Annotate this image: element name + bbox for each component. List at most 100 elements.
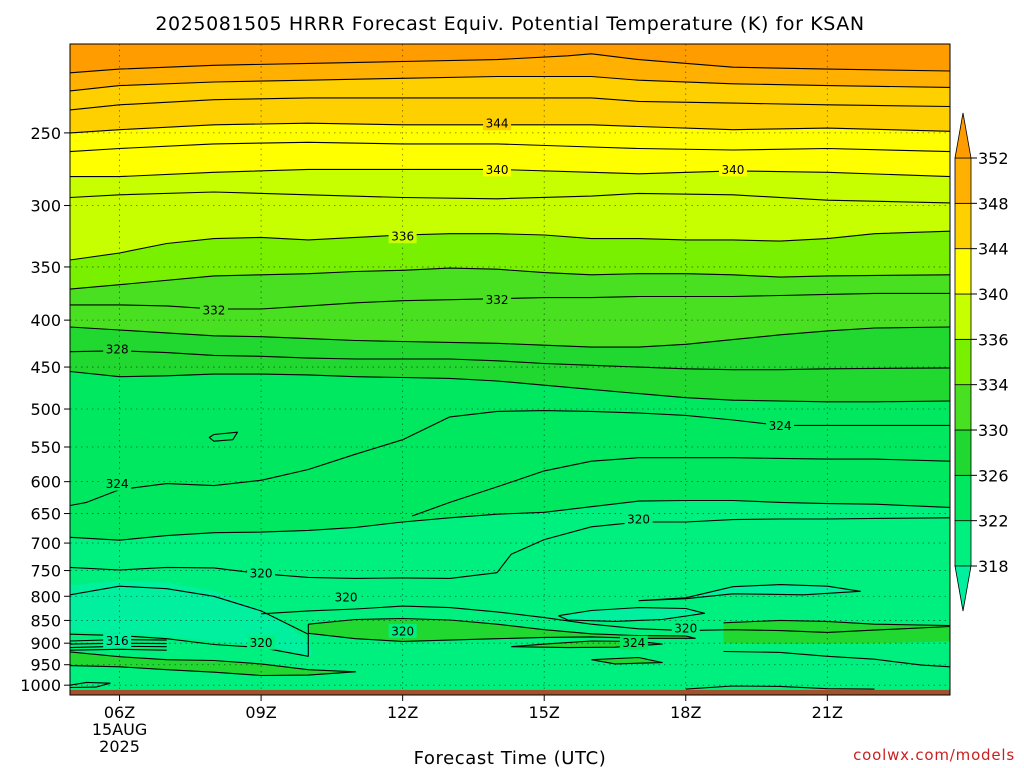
contour-322-29: [685, 685, 875, 690]
contour-label-text: 340: [721, 163, 744, 177]
contour-label-text: 344: [486, 117, 509, 131]
contour-label-1: 340: [483, 162, 512, 177]
y-tick-label: 600: [30, 473, 61, 492]
contour-320-25: [723, 619, 950, 627]
contour-320-21: [261, 605, 950, 633]
y-tick-label: 950: [30, 656, 61, 675]
contour-label-2: 340: [718, 162, 747, 177]
contour-324-23: [511, 640, 663, 649]
contour-label-bg: [671, 620, 700, 635]
contour-label-bg: [388, 229, 417, 244]
contour-322-22: [307, 617, 696, 642]
contour-label-bg: [388, 624, 417, 639]
contour-320-17: [638, 584, 861, 602]
colorbar: 318 322 326 330 334 336 340 344 348 352: [954, 112, 1009, 612]
contour-322-28: [70, 681, 111, 689]
contour-330-10: [70, 326, 950, 348]
contour-label-10: 320: [247, 566, 276, 581]
contour-label-text: 336: [391, 230, 414, 244]
fill-region-1: [638, 584, 861, 601]
contour-label-12: 320: [388, 624, 417, 639]
contour-label-16: 324: [619, 635, 648, 650]
contour-label-bg: [103, 476, 132, 491]
contour-342-4: [70, 141, 950, 153]
colorbar-label: 318: [978, 557, 1009, 576]
contour-label-text: 324: [622, 636, 645, 650]
colorbar-label: 330: [978, 421, 1009, 440]
contour-label-text: 332: [486, 293, 509, 307]
x-tick-sublabel: 15AUG: [92, 720, 147, 739]
colorbar-label: 334: [978, 376, 1009, 395]
y-tick-label: 250: [30, 124, 61, 143]
contour-label-text: 320: [335, 590, 358, 604]
contour-328-11: [70, 350, 950, 371]
y-tick-label: 400: [30, 311, 61, 330]
chart-title: 2025081505 HRRR Forecast Equiv. Potentia…: [155, 13, 864, 35]
y-tick-label: 700: [30, 534, 61, 553]
contour-label-bg: [332, 589, 361, 604]
contour-320-16: [70, 517, 950, 579]
contour-label-bg: [483, 162, 512, 177]
contour-label-text: 320: [674, 621, 697, 635]
y-tick-label: 450: [30, 358, 61, 377]
contour-326-12: [70, 370, 950, 403]
contour-322-24: [591, 656, 663, 665]
colorbar-segment-330: [954, 384, 972, 431]
contour-label-bg: [247, 566, 276, 581]
y-tick-label: 500: [30, 400, 61, 419]
colorbar-segment-344: [954, 202, 972, 250]
ground-surface: [70, 689, 950, 695]
contour-316-19: [70, 585, 309, 657]
colorbar-over-triangle: [954, 112, 972, 159]
contour-322-26: [723, 650, 950, 668]
contour-320-18: [558, 607, 706, 622]
contour-label-5: 332: [483, 292, 512, 307]
y-tick-label: 750: [30, 562, 61, 581]
contour-label-text: 320: [250, 567, 273, 581]
fill-region-2: [558, 607, 705, 622]
colorbar-label: 352: [978, 149, 1009, 168]
x-tick-label: 12Z: [387, 703, 418, 722]
contour-label-text: 332: [202, 304, 225, 318]
contour-label-text: 320: [627, 513, 650, 527]
contour-324-27: [70, 651, 357, 677]
contour-label-0: 344: [483, 116, 512, 131]
contour-label-text: 320: [391, 625, 414, 639]
contour-320-20: [208, 431, 239, 442]
x-axis-label: Forecast Time (UTC): [414, 748, 607, 768]
contour-label-7: 324: [766, 418, 795, 433]
contour-322-15: [70, 499, 950, 541]
contour-label-bg: [718, 162, 747, 177]
colorbar-label: 348: [978, 194, 1009, 213]
plot-area: 344 340 340 336 332 332 328 324 324 320 320 320 320 3…: [70, 44, 950, 695]
colorbar-label: 336: [978, 330, 1009, 349]
colorbar-under-triangle: [954, 565, 972, 612]
x-tick-label: 09Z: [245, 703, 276, 722]
contour-label-text: 316: [106, 634, 129, 648]
colorbar-segment-340: [954, 248, 972, 295]
contour-labels: 344 340 340 336 332 332 328 324 324 320 320 320 320 3…: [103, 116, 795, 650]
contour-label-bg: [619, 635, 648, 650]
contour-label-text: 320: [250, 636, 273, 650]
contour-label-15: 320: [247, 635, 276, 650]
contour-348-1: [70, 75, 950, 92]
credit-text: coolwx.com/models: [853, 746, 1015, 764]
contour-label-text: 340: [486, 163, 509, 177]
contour-label-bg: [624, 512, 653, 527]
y-tick-label: 550: [30, 438, 61, 457]
contour-label-text: 324: [769, 419, 792, 433]
contour-label-bg: [483, 116, 512, 131]
colorbar-label: 344: [978, 240, 1009, 259]
contour-label-bg: [199, 303, 228, 318]
contour-334-8: [70, 267, 950, 290]
colorbar-segment-322: [954, 474, 972, 522]
contour-350-0: [70, 53, 950, 74]
contour-label-bg: [766, 418, 795, 433]
contour-338-6: [70, 191, 950, 204]
colorbar-segment-318: [954, 520, 972, 567]
x-tick-label: 18Z: [670, 703, 701, 722]
contour-label-8: 324: [103, 476, 132, 491]
y-tick-label: 900: [30, 634, 61, 653]
